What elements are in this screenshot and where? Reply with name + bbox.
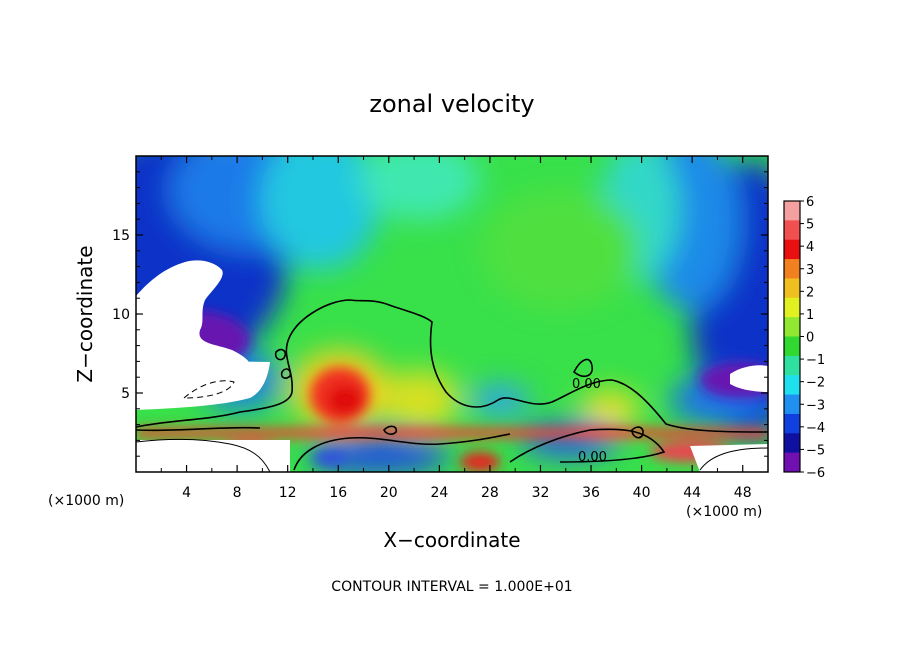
x-tick-label: 36	[582, 485, 600, 501]
x-tick-label: 40	[633, 485, 651, 501]
colorbar-swatch	[784, 394, 800, 415]
colorbar-swatch	[784, 355, 800, 376]
contour-line	[136, 438, 271, 472]
colorbar-tick-label: −6	[806, 466, 825, 481]
colorbar-swatch	[784, 452, 800, 473]
colorbar-tick-label: 0	[806, 331, 814, 346]
x-unit-right: (×1000 m)	[686, 504, 762, 520]
colorbar-swatch	[784, 239, 800, 260]
x-tick-label: 28	[481, 485, 499, 501]
saturation-region	[136, 260, 251, 368]
x-tick-label: 24	[430, 485, 448, 501]
contour-line	[699, 447, 768, 471]
x-tick-label: 8	[233, 485, 242, 501]
velocity-field	[136, 156, 768, 472]
contour-line	[274, 348, 287, 361]
y-axis-label: Z−coordinate	[73, 245, 97, 382]
colorbar-swatch	[784, 336, 800, 357]
colorbar-tick-label: −3	[806, 398, 825, 413]
colorbar-swatch	[784, 317, 800, 337]
colorbar-swatch	[784, 259, 800, 279]
colorbar-tick-label: −2	[806, 376, 825, 391]
x-axis: 4 8 12 16 20 24 28 32 36 40 44 48	[160, 156, 752, 501]
x-tick-label: 16	[329, 485, 347, 501]
contour-label: 0.00	[578, 450, 607, 465]
contour-line-dashed	[183, 380, 235, 399]
colorbar-swatch	[784, 201, 800, 221]
y-tick-label: 5	[121, 386, 130, 402]
contour-line	[136, 299, 768, 433]
colorbar-tick-label: 3	[806, 263, 814, 278]
chart-title: zonal velocity	[369, 90, 534, 118]
x-tick-label: 4	[182, 485, 191, 501]
saturation-region	[690, 444, 768, 472]
colorbar-swatch	[784, 297, 800, 318]
y-tick-label: 15	[112, 228, 130, 244]
colorbar-tick-label: −1	[806, 353, 825, 368]
y-tick-label: 10	[112, 307, 130, 323]
colorbar: 6 5 4 3 2 1 0 −1 −2 −3 −4 −5 −6	[783, 195, 825, 481]
colorbar-tick-label: 4	[806, 240, 814, 255]
colorbar-tick-label: 1	[806, 308, 814, 323]
contour-line	[572, 358, 594, 378]
x-tick-label: 44	[683, 485, 701, 501]
x-tick-label: 32	[532, 485, 550, 501]
colorbar-tick-label: 5	[806, 218, 814, 233]
colorbar-swatch	[784, 413, 800, 434]
colorbar-tick-label: −4	[806, 421, 825, 436]
contour-line	[136, 426, 261, 432]
colorbar-tick-label: −5	[806, 443, 825, 458]
colorbar-swatch	[784, 375, 800, 396]
colorbar-swatch	[784, 433, 800, 454]
y-axis: 5 10 15	[112, 171, 768, 457]
contour-label: 0.00	[572, 377, 601, 392]
x-tick-label: 48	[734, 485, 752, 501]
contour-line	[383, 425, 398, 435]
saturation-region	[136, 360, 270, 410]
colorbar-tick-label: 6	[806, 195, 814, 210]
contour-line	[509, 428, 666, 463]
colorbar-swatch	[784, 278, 800, 299]
x-axis-label: X−coordinate	[383, 528, 520, 552]
colorbar-tick-label: 2	[806, 285, 814, 300]
x-tick-label: 20	[380, 485, 398, 501]
contour-line	[631, 426, 644, 439]
x-tick-label: 12	[279, 485, 297, 501]
saturation-region	[136, 440, 290, 472]
saturation-region	[730, 365, 768, 392]
contour-line	[293, 433, 511, 471]
colorbar-swatch	[784, 220, 800, 241]
x-unit-left: (×1000 m)	[48, 493, 124, 509]
contour-line	[280, 368, 292, 379]
contour-interval-note: CONTOUR INTERVAL = 1.000E+01	[331, 579, 572, 595]
